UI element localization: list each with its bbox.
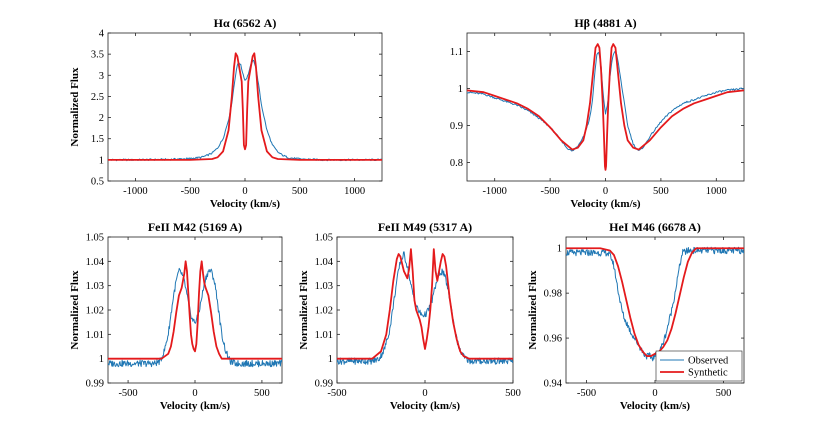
x-tick-label: -500 [181, 186, 200, 197]
y-tick-label: 4 [99, 29, 105, 40]
y-tick-label: 0.98 [544, 289, 562, 300]
x-tick-label: -500 [327, 388, 346, 399]
y-tick-label: 2 [99, 113, 104, 124]
plot-frame [107, 32, 383, 182]
x-tick-label: -1000 [482, 186, 507, 197]
y-tick-label: 1 [99, 155, 104, 166]
x-tick-label: 0 [603, 186, 608, 197]
y-tick-label: 0.94 [544, 379, 563, 390]
series-line-synthetic [108, 52, 382, 161]
series-line-observed [108, 59, 382, 162]
y-tick-label: 1 [99, 354, 104, 365]
x-axis-label: Velocity (km/s) [570, 198, 641, 210]
legend-label-synthetic: Synthetic [688, 368, 728, 379]
series-line-synthetic [337, 248, 513, 360]
y-tick-label: 1.5 [91, 134, 104, 145]
series-line-observed [467, 50, 744, 152]
chart-title: Hα (6562 A) [214, 16, 277, 30]
x-axis-label: Velocity (km/s) [390, 400, 461, 412]
legend-box [655, 350, 743, 382]
legend-label-observed: Observed [688, 356, 729, 367]
y-tick-label: 1 [557, 244, 562, 255]
x-tick-label: 0 [192, 388, 197, 399]
x-tick-label: 500 [716, 388, 732, 399]
series-line-observed [337, 251, 513, 365]
y-tick-label: 1.05 [86, 233, 104, 244]
x-axis-label: Velocity (km/s) [620, 400, 691, 412]
y-tick-label: 1.1 [450, 47, 463, 58]
y-tick-label: 0.5 [91, 177, 104, 188]
y-tick-label: 0.9 [450, 121, 463, 132]
y-tick-label: 1.04 [86, 257, 105, 268]
chart-title: FeII M49 (5317 A) [378, 220, 472, 234]
y-tick-label: 1.03 [86, 281, 104, 292]
y-axis-label: Normalized Flux [69, 67, 81, 147]
y-tick-label: 1 [458, 84, 463, 95]
y-tick-label: 1.01 [86, 330, 104, 341]
y-tick-label: 2.5 [91, 92, 104, 103]
y-axis-label: Normalized Flux [298, 270, 310, 350]
chart-panel-3: -500 0 500 0.99 1 1.01 1.02 1.03 1.04 1.05 FeII M4… [69, 220, 283, 412]
chart-title: HeI M46 (6678 A) [609, 220, 701, 234]
x-tick-label: 1000 [706, 186, 727, 197]
x-tick-label: 500 [292, 186, 308, 197]
x-axis-label: Velocity (km/s) [210, 198, 281, 210]
x-tick-label: -1000 [123, 186, 148, 197]
chart-title: FeII M42 (5169 A) [148, 220, 242, 234]
y-tick-label: 1.02 [315, 306, 333, 317]
x-tick-label: -500 [540, 186, 559, 197]
chart-title: Hβ (4881 A) [574, 16, 636, 30]
y-tick-label: 0.96 [544, 334, 562, 345]
chart-panel-1: -1000 -500 0 500 1000 0.5 1 1.5 2 2.5 3 3.5 4 Hα (656… [69, 16, 383, 210]
x-tick-label: -500 [118, 388, 137, 399]
chart-panel-2: -1000 -500 0 500 1000 0.8 0.9 1 1.1 Hβ (4881 A) Ve… [450, 16, 745, 210]
x-tick-label: -500 [577, 388, 596, 399]
chart-panel-4: -500 0 500 0.99 1 1.01 1.02 1.03 1.04 1.05 FeII M4… [298, 220, 521, 412]
y-tick-label: 1.04 [315, 257, 334, 268]
series-line-synthetic [566, 247, 744, 357]
y-tick-label: 0.8 [450, 158, 463, 169]
x-tick-label: 500 [254, 388, 270, 399]
x-axis-label: Velocity (km/s) [160, 400, 231, 412]
y-tick-label: 3 [99, 71, 104, 82]
x-tick-label: 0 [652, 388, 657, 399]
series-line-observed [108, 267, 282, 368]
y-tick-label: 1 [328, 354, 333, 365]
y-tick-label: 3.5 [91, 50, 104, 61]
x-tick-label: 500 [653, 186, 669, 197]
x-tick-label: 0 [242, 186, 247, 197]
x-tick-label: 0 [422, 388, 427, 399]
y-tick-label: 1.03 [315, 281, 333, 292]
y-axis-label: Normalized Flux [69, 270, 81, 350]
chart-panel-5: -500 0 500 0.94 0.96 0.98 1 HeI M46 (6678 A) Vel… [527, 220, 745, 412]
y-tick-label: 0.99 [86, 379, 104, 390]
x-tick-label: 500 [505, 388, 521, 399]
y-tick-label: 1.01 [315, 330, 333, 341]
plot-frame [107, 236, 283, 384]
y-tick-label: 1.02 [86, 306, 104, 317]
series-line-synthetic [108, 260, 282, 360]
x-tick-label: 1000 [344, 186, 365, 197]
series-line-synthetic [467, 43, 744, 171]
y-tick-label: 1.05 [315, 233, 333, 244]
y-tick-label: 0.99 [315, 379, 333, 390]
series-line-observed [566, 246, 744, 362]
y-axis-label: Normalized Flux [527, 270, 539, 350]
